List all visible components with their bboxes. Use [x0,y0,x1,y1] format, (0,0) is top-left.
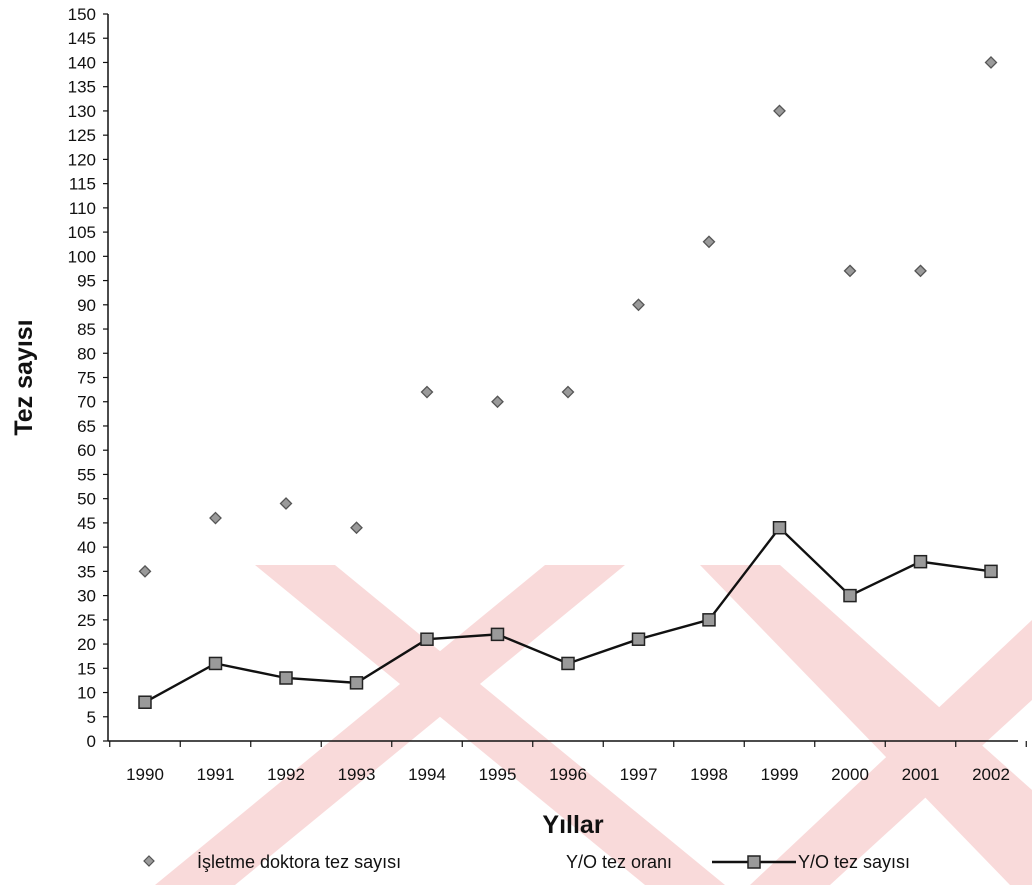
y-tick-label: 110 [69,199,96,218]
y-tick-label: 5 [87,708,96,727]
point-isletme-doktora-1994 [420,385,434,399]
y-tick-label: 130 [68,102,96,121]
y-tick-label: 145 [68,29,96,48]
point-yo-tez-sayisi-1994 [420,632,434,646]
point-yo-tez-sayisi-1991 [208,656,223,671]
y-tick-label: 135 [68,78,96,97]
x-tick-label: 2000 [831,765,869,784]
legend-item-yo-tez-orani: Y/O tez oranı [566,852,672,872]
point-yo-tez-sayisi-1992 [279,671,293,685]
point-isletme-doktora-1990 [138,564,152,578]
x-tick-label: 1998 [690,765,728,784]
y-tick-label: 105 [68,223,96,242]
point-isletme-doktora-1997 [632,298,645,312]
watermark-stripe-1 [255,565,725,885]
y-tick-label: 65 [77,417,96,436]
point-isletme-doktora-2002 [984,56,998,69]
legend-square [747,855,761,869]
y-tick-label: 125 [68,126,96,145]
legend-diamond [143,855,155,867]
legend-diamond-marker [143,855,155,867]
point-yo-tez-sayisi-2000 [843,588,857,603]
legend-label-yo-tez-orani: Y/O tez oranı [566,852,672,872]
point-yo-tez-sayisi-1993 [349,676,364,690]
x-tick-label: 1999 [761,765,799,784]
point-isletme-doktora-1991 [209,511,222,525]
watermark-stripe-4 [750,620,1032,885]
y-tick-label: 80 [77,344,96,363]
point-isletme-doktora-1996 [561,385,575,399]
point-yo-tez-sayisi-1990 [138,695,152,709]
x-tick-label: 1996 [549,765,587,784]
point-yo-tez-sayisi-1998 [702,613,716,627]
point-isletme-doktora-1995 [491,395,504,409]
x-tick-label: 2001 [902,765,940,784]
point-isletme-doktora-1998 [702,235,716,249]
y-axis-ticks: 0 5 10 15 20 25 30 35 40 45 50 55 60 65 70 75 80 85 90 95 10… [68,5,108,751]
legend-label-isletme-doktora: İşletme doktora tez sayısı [197,852,401,872]
x-tick-label: 2002 [972,765,1010,784]
point-yo-tez-sayisi-1999 [772,520,787,535]
legend-line-square-marker [712,855,796,869]
y-tick-label: 40 [77,538,96,557]
axes [107,14,1018,742]
x-tick-label: 1993 [338,765,376,784]
y-tick-label: 30 [77,587,96,606]
point-isletme-doktora-1992 [279,497,293,510]
legend-item-yo-tez-sayisi: Y/O tez sayısı [712,852,910,872]
watermark-stripe-2 [155,565,625,885]
x-tick-label: 1994 [408,765,446,784]
x-tick-label: 1991 [197,765,235,784]
y-tick-label: 140 [68,53,96,72]
legend-label-yo-tez-sayisi: Y/O tez sayısı [798,852,910,872]
y-tick-label: 150 [68,5,96,24]
point-yo-tez-sayisi-1997 [631,632,646,646]
y-tick-label: 25 [77,611,96,630]
point-isletme-doktora-2001 [914,264,927,278]
x-tick-label: 1992 [267,765,305,784]
watermark-logo [155,565,1032,885]
y-tick-label: 115 [69,175,96,194]
point-isletme-doktora-1993 [350,521,363,535]
y-tick-label: 70 [77,393,96,412]
y-tick-label: 10 [77,684,96,703]
y-tick-label: 55 [77,465,96,484]
y-tick-label: 90 [77,296,96,315]
y-tick-label: 85 [77,320,96,339]
point-isletme-doktora-2000 [843,264,857,278]
point-yo-tez-sayisi-1995 [490,627,505,642]
y-tick-label: 120 [68,150,96,169]
y-tick-label: 50 [77,490,96,509]
x-tick-label: 1997 [620,765,658,784]
y-tick-label: 60 [77,441,96,460]
y-tick-label: 20 [77,635,96,654]
legend: İşletme doktora tez sayısı Y/O tez oranı… [143,852,910,872]
y-tick-label: 45 [77,514,96,533]
x-tick-label: 1995 [479,765,517,784]
y-tick-label: 0 [87,732,96,751]
series-layer [138,56,998,709]
y-tick-label: 95 [77,272,96,291]
point-isletme-doktora-1999 [773,104,786,118]
point-yo-tez-sayisi-1996 [561,656,575,671]
x-axis-title: Yıllar [542,811,603,839]
y-tick-label: 35 [77,562,96,581]
y-axis-title: Tez sayısı [10,319,38,435]
watermark-stripe-3 [700,565,1032,885]
legend-item-isletme-doktora: İşletme doktora tez sayısı [143,852,401,872]
point-yo-tez-sayisi-2002 [984,564,998,579]
x-axis-ticks: 1990 1991 1992 1993 1994 1995 1996 1997 1998 1999… [109,741,1027,784]
y-tick-label: 100 [68,247,96,266]
x-tick-label: 1990 [126,765,164,784]
point-yo-tez-sayisi-2001 [913,554,928,569]
y-tick-label: 75 [77,369,96,388]
y-tick-label: 15 [77,659,96,678]
